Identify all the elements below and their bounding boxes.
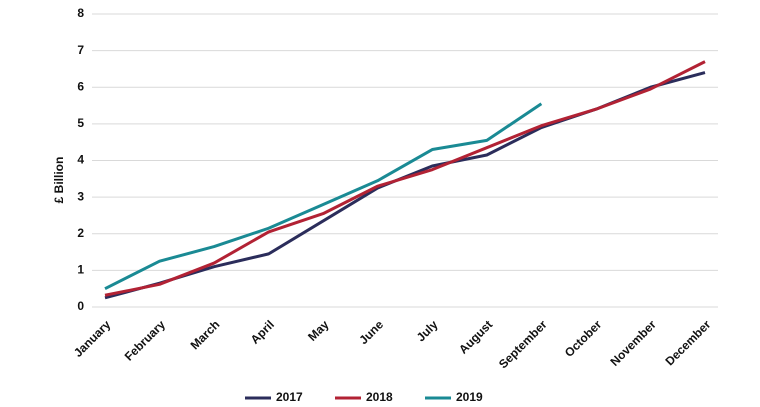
x-tick-label: February [122,317,168,363]
y-tick-label: 6 [77,79,84,93]
y-tick-label: 8 [77,6,84,20]
x-tick-label: August [456,317,495,356]
y-tick-label: 1 [77,263,84,277]
x-tick-label: December [662,317,713,368]
line-series [104,60,706,297]
y-tick-label: 5 [77,116,84,130]
legend-label: 2018 [366,390,393,404]
x-tick-label: October [562,317,605,360]
x-tick-label: January [71,317,114,360]
x-tick-label: June [356,317,386,347]
y-tick-label: 3 [77,189,84,203]
x-tick-label: July [414,317,441,344]
x-tick-label: March [188,317,223,352]
y-axis-label: £ Billion [52,157,66,204]
x-tick-label: September [496,317,550,371]
y-tick-label: 4 [77,153,84,167]
y-tick-label: 0 [77,299,84,313]
line-series [104,102,543,291]
y-tick-label: 7 [77,43,84,57]
x-tick-label: May [305,317,332,344]
legend-label: 2019 [456,390,483,404]
x-tick-label: April [248,317,277,346]
x-tick-label: November [607,317,659,369]
legend-label: 2017 [276,390,303,404]
y-tick-label: 2 [77,226,84,240]
line-series [104,71,706,300]
